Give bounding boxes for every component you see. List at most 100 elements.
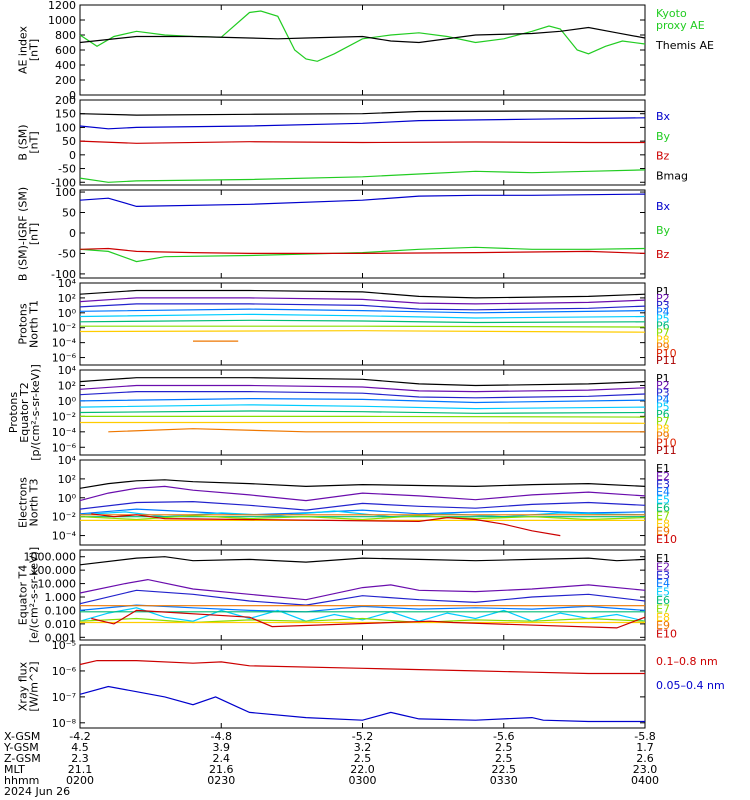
- legend-entry: P9: [656, 429, 670, 442]
- series-line-Bmag: [79, 110, 646, 116]
- series-line-E2: [79, 485, 646, 502]
- legend-entry: E1: [656, 552, 670, 565]
- legend-entry: Themis AE: [655, 39, 714, 52]
- legend-entry: E2: [656, 470, 670, 483]
- panel-7: 0.0010.0100.1001.00010.000100.0001000.00…: [17, 547, 677, 644]
- footer-value: 22.5: [492, 763, 517, 776]
- legend-entry: E2: [656, 560, 670, 573]
- footer-value: 21.6: [209, 763, 234, 776]
- legend-entry: E6: [656, 502, 670, 515]
- footer-row-label: MLT: [4, 763, 25, 776]
- legend-entry: Bx: [656, 200, 671, 213]
- legend-entry: P5: [656, 313, 670, 326]
- y-tick-label: 10⁻⁶: [52, 441, 77, 454]
- y-tick-label: 200: [55, 74, 76, 87]
- footer-value: 2.5: [354, 752, 372, 765]
- footer-value: 0330: [490, 774, 518, 787]
- y-tick-label: 100.000: [31, 564, 77, 577]
- series-line-E4: [79, 604, 646, 613]
- series-line-E1: [79, 479, 646, 489]
- footer-value: -5.8: [634, 730, 655, 743]
- y-tick-label: 10⁰: [58, 307, 77, 320]
- panel-frame: [79, 4, 646, 96]
- y-tick-label: 50: [62, 135, 76, 148]
- series-line-P4: [79, 397, 646, 404]
- legend-entry: P1: [656, 372, 670, 385]
- y-tick-label: 1200: [48, 0, 76, 12]
- footer-value: 22.0: [350, 763, 375, 776]
- y-axis-label: Protons: [7, 392, 20, 433]
- y-tick-label: 10⁻⁷: [52, 691, 76, 704]
- y-tick-label: 10⁰: [58, 395, 77, 408]
- legend-entry: E3: [656, 478, 670, 491]
- series-line-E2: [79, 578, 646, 601]
- y-axis-label: Protons: [17, 303, 30, 344]
- series-line-E7: [79, 617, 646, 624]
- y-axis-label: [W/m^2]: [28, 661, 41, 711]
- y-tick-label: 10.000: [38, 578, 77, 591]
- y-tick-label: 100: [55, 121, 76, 134]
- series-line-0.05–0.4 nm: [79, 685, 645, 723]
- y-tick-label: 0.100: [45, 604, 77, 617]
- y-tick-label: 0: [69, 149, 76, 162]
- footer-value: 2.5: [495, 752, 513, 765]
- legend-entry: P8: [656, 333, 670, 346]
- y-tick-label: 10⁻⁴: [52, 337, 77, 350]
- footer-value: 0200: [66, 774, 94, 787]
- series-line-E5: [79, 607, 646, 622]
- series-line-Bx: [79, 117, 646, 130]
- legend-entry: E8: [656, 611, 670, 624]
- series-line-P6: [79, 410, 646, 414]
- footer-value: 0300: [349, 774, 377, 787]
- legend-entry: E9: [656, 619, 670, 632]
- footer-value: 3.2: [354, 741, 372, 754]
- y-tick-label: 0.010: [45, 618, 77, 631]
- y-tick-label: 400: [55, 59, 76, 72]
- y-axis-label: [nT]: [28, 223, 41, 245]
- footer-row-label: X-GSM: [4, 730, 40, 743]
- y-tick-label: 0.001: [45, 631, 77, 644]
- y-axis-label: Electrons: [17, 477, 30, 528]
- series-line-P3: [79, 303, 646, 311]
- panel-3: -100 -50 0 50 100 B (SM)-IGRF (SM)[nT] Bx By Bz: [17, 186, 671, 281]
- legend-entry: E3: [656, 569, 670, 582]
- legend-entry: E9: [656, 525, 670, 538]
- footer-value: 0400: [631, 774, 659, 787]
- y-tick-label: 10²: [58, 292, 76, 305]
- y-tick-label: 10⁰: [58, 492, 77, 505]
- legend-entry: 0.05–0.4 nm: [656, 679, 725, 692]
- y-axis-label: [nT]: [28, 39, 41, 61]
- series-line-E3: [79, 589, 646, 606]
- y-tick-label: 10²: [58, 473, 76, 486]
- legend-entry: P7: [656, 326, 670, 339]
- series-line-Kyoto proxy AE: [79, 10, 646, 62]
- footer-value: 23.0: [633, 763, 658, 776]
- y-axis-label: [p/(cm²-s-sr-keV)]: [29, 364, 42, 461]
- y-tick-label: 10⁴: [58, 277, 77, 290]
- panel-frame: [79, 644, 646, 729]
- footer-value: -5.2: [352, 730, 373, 743]
- footer-value: 3.9: [213, 741, 231, 754]
- y-tick-label: 150: [55, 108, 76, 121]
- y-tick-label: 100: [55, 186, 76, 199]
- series-line-By: [79, 169, 646, 183]
- y-tick-label: 600: [55, 44, 76, 57]
- legend-entry: E5: [656, 494, 670, 507]
- legend-entry: 0.1–0.8 nm: [656, 655, 718, 668]
- series-line-E7: [79, 515, 646, 521]
- legend-entry: E10: [656, 628, 677, 641]
- footer-value: 1.7: [636, 741, 654, 754]
- footer-value: -4.2: [69, 730, 90, 743]
- series-line-P5: [79, 313, 646, 319]
- legend-entry: P9: [656, 340, 670, 353]
- series-line-P1: [79, 289, 646, 299]
- y-axis-label: North T1: [28, 300, 41, 348]
- legend-entry: P3: [656, 299, 670, 312]
- legend-entry: P11: [656, 444, 677, 457]
- legend-entry: Bz: [656, 248, 670, 261]
- legend-entry: P7: [656, 415, 670, 428]
- legend-entry: Kyoto: [656, 7, 687, 20]
- y-tick-label: 10⁻⁴: [52, 530, 77, 543]
